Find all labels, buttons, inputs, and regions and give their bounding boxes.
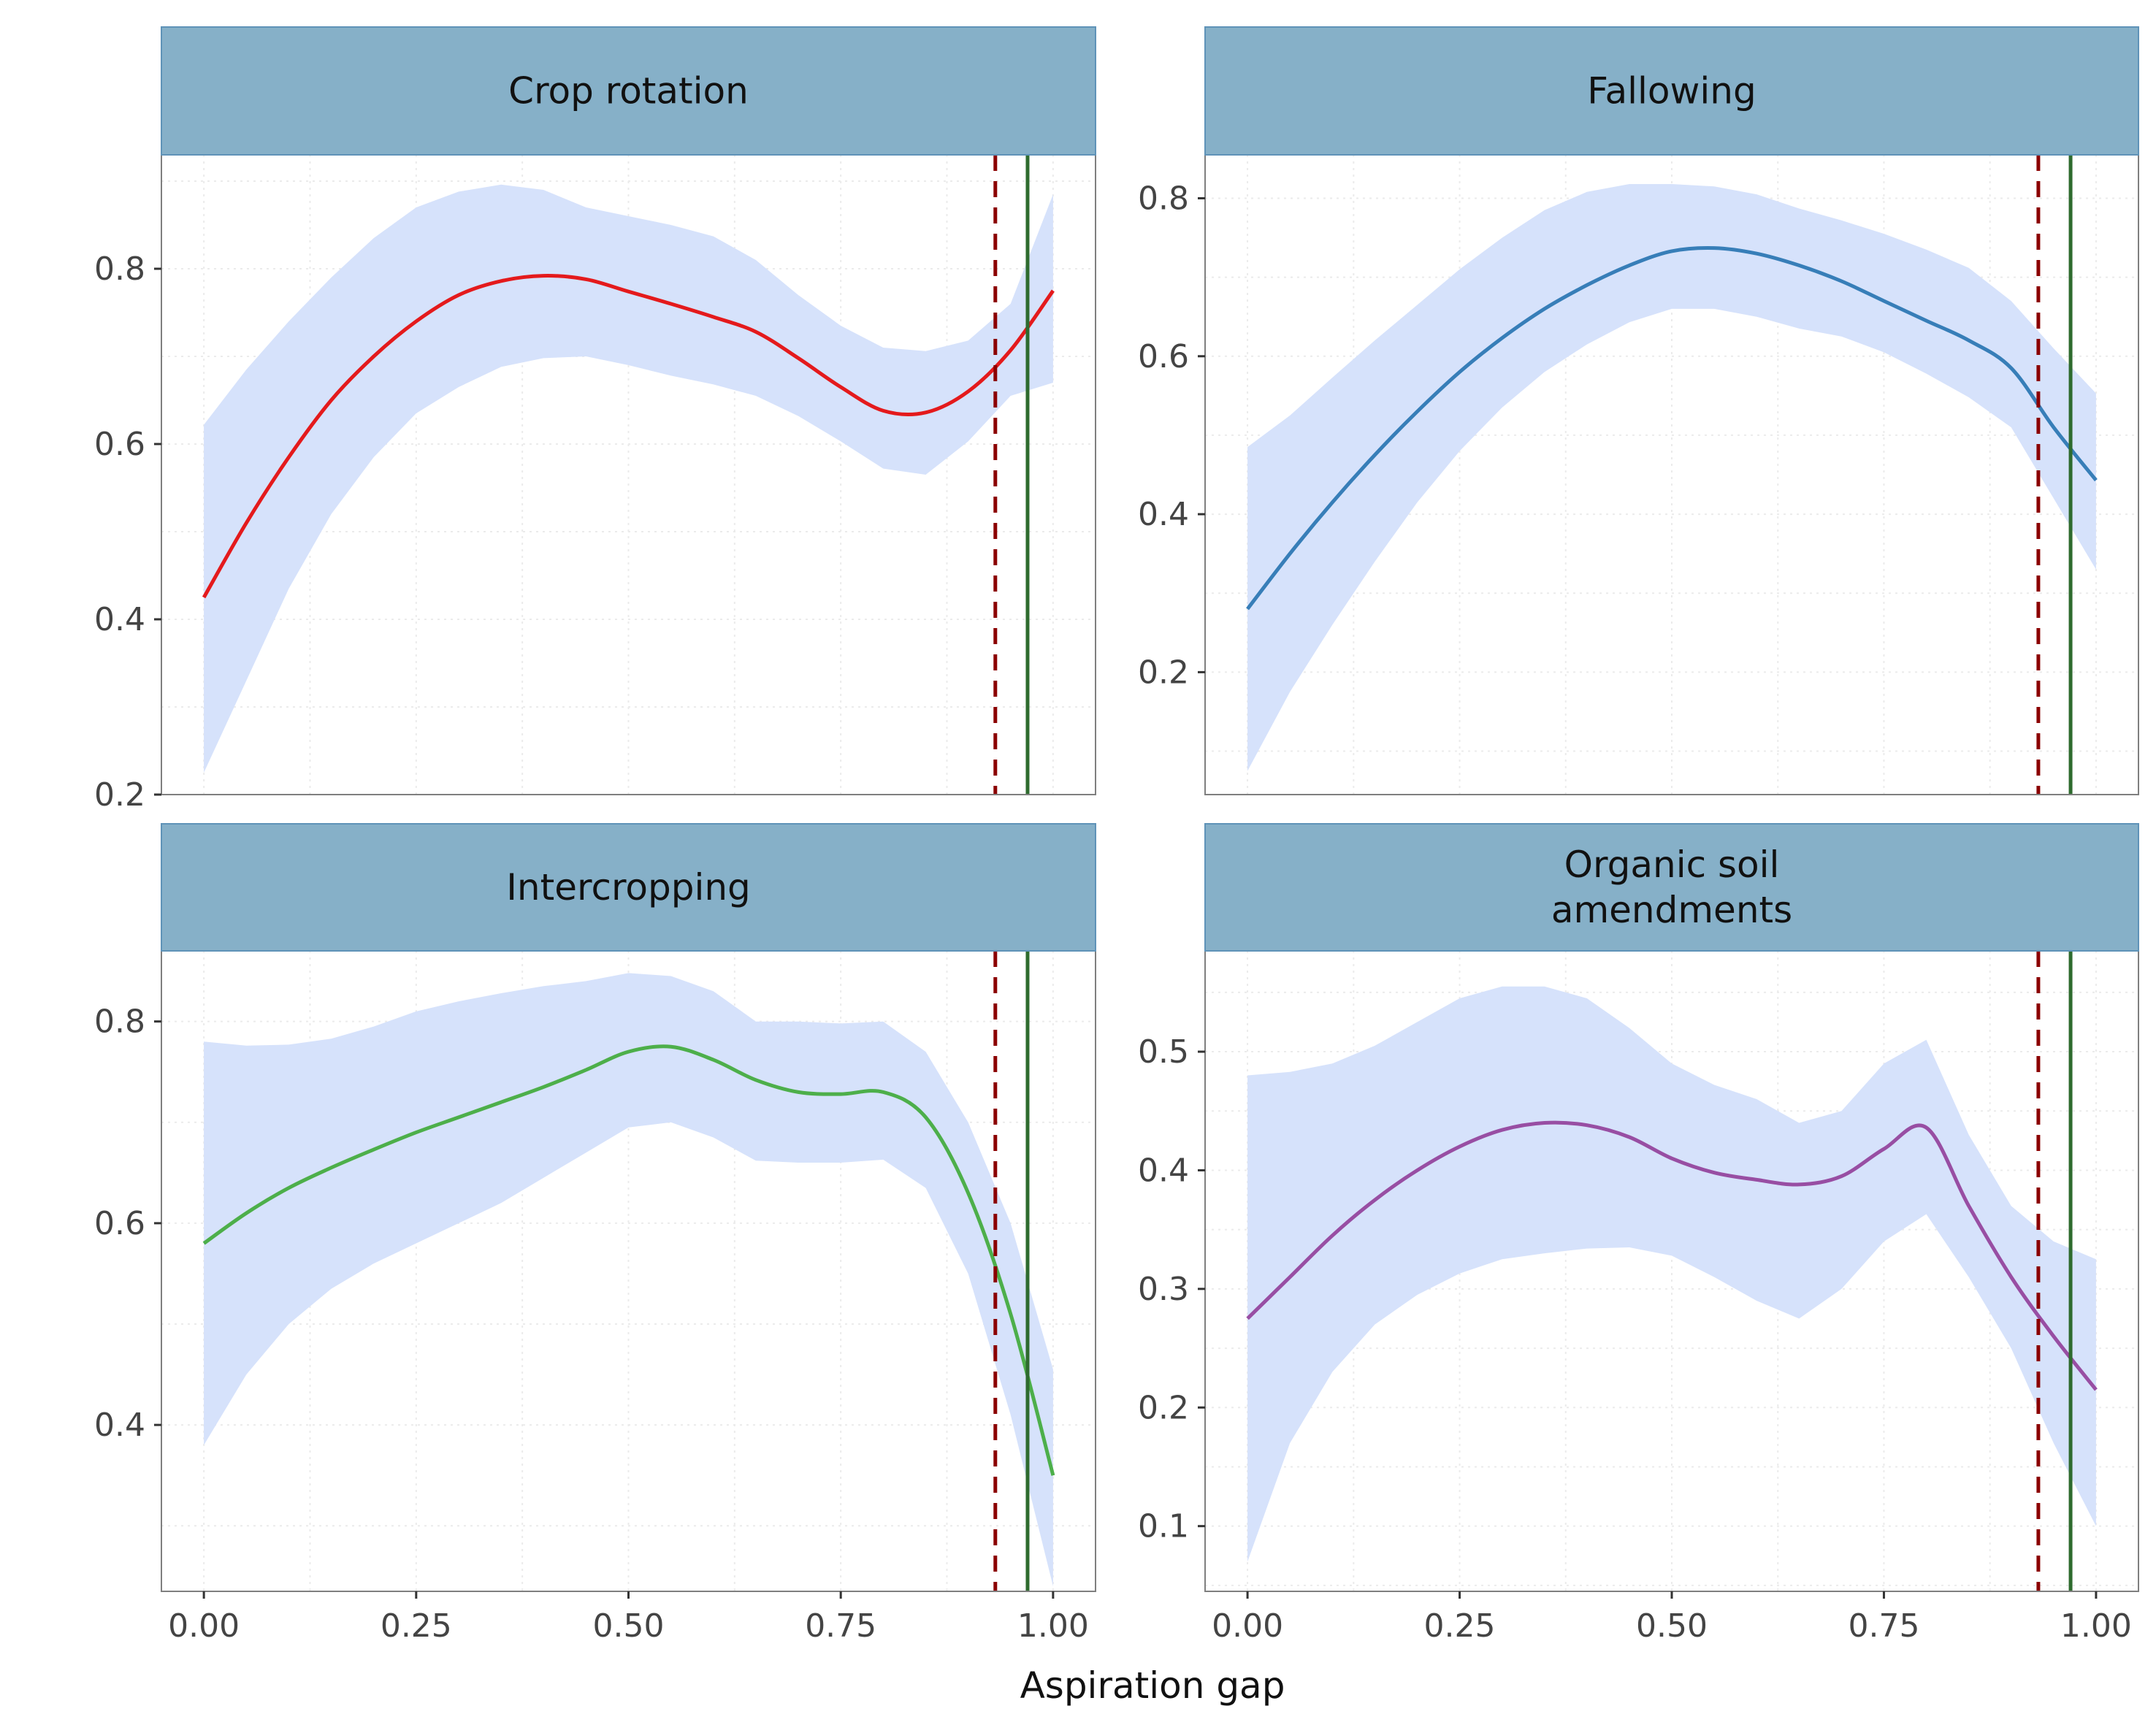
facet-strip <box>161 823 1096 952</box>
x-axis-title: Aspiration gap <box>1020 1664 1285 1707</box>
y-tick-label: 0.2 <box>1138 654 1189 691</box>
y-tick-label: 0.1 <box>1138 1508 1189 1545</box>
facet-strip <box>161 26 1096 156</box>
x-tick-label: 0.25 <box>1424 1607 1496 1645</box>
y-tick-label: 0.3 <box>1138 1271 1189 1308</box>
y-tick-label: 0.4 <box>94 601 145 638</box>
confidence-band <box>1247 986 2096 1562</box>
smooth-line <box>202 274 1055 599</box>
y-tick-label: 0.6 <box>1138 338 1189 375</box>
y-tick-label: 0.5 <box>1138 1033 1189 1071</box>
facet-title: Intercropping <box>506 866 751 909</box>
x-tick-label: 1.00 <box>2060 1607 2132 1645</box>
facet-title: amendments <box>1551 889 1792 931</box>
y-tick-label: 0.8 <box>94 250 145 288</box>
smooth-line <box>1246 1120 2098 1391</box>
x-tick-label: 0.25 <box>381 1607 452 1645</box>
y-tick-label: 0.4 <box>1138 496 1189 533</box>
y-tick-label: 0.4 <box>1138 1152 1189 1189</box>
x-tick-label: 0.00 <box>1212 1607 1283 1645</box>
facet-strip <box>1204 823 2139 952</box>
facet-title: Fallowing <box>1587 70 1756 112</box>
panel-crop-rotation: Crop rotation 0.2 0.4 0.6 0.8 <box>94 26 1096 814</box>
confidence-band <box>204 184 1053 773</box>
confidence-band <box>1247 184 2096 771</box>
panel-intercropping: Intercropping 0.4 0.6 0.8 0.00 0.25 0.50 0.75 1.… <box>94 823 1096 1645</box>
panels: Crop rotation 0.2 0.4 0.6 0.8 Fallowing 0.2 0.4… <box>94 26 2139 1645</box>
x-tick-label: 0.50 <box>1636 1607 1708 1645</box>
x-tick-label: 0.00 <box>168 1607 240 1645</box>
x-tick-label: 0.75 <box>805 1607 876 1645</box>
y-tick-label: 0.6 <box>94 426 145 463</box>
y-tick-label: 0.2 <box>1138 1389 1189 1426</box>
facet-title: Organic soil <box>1564 844 1780 886</box>
x-tick-label: 0.75 <box>1848 1607 1919 1645</box>
y-tick-label: 0.8 <box>1138 180 1189 217</box>
confidence-band <box>204 973 1053 1587</box>
smooth-line <box>1246 245 2098 611</box>
y-tick-label: 0.8 <box>94 1003 145 1041</box>
y-tick-label: 0.4 <box>94 1407 145 1444</box>
x-tick-label: 1.00 <box>1017 1607 1089 1645</box>
x-tick-label: 0.50 <box>593 1607 665 1645</box>
facet-title: Crop rotation <box>508 70 749 112</box>
smooth-line <box>202 1044 1055 1476</box>
panel-fallowing: Fallowing 0.2 0.4 0.6 0.8 <box>1138 26 2139 795</box>
y-tick-label: 0.2 <box>94 776 145 814</box>
facet-strip <box>1204 26 2139 156</box>
y-tick-label: 0.6 <box>94 1205 145 1242</box>
